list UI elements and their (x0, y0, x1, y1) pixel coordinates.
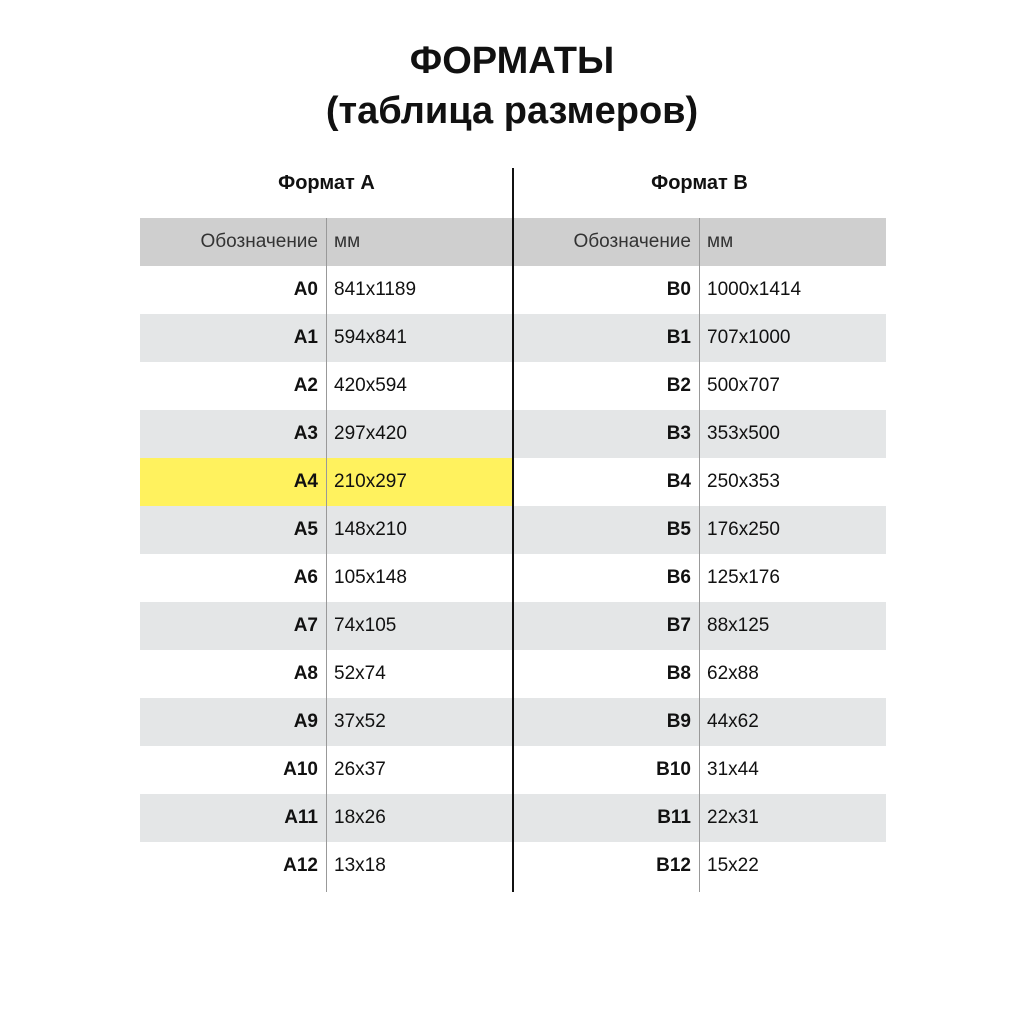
table-row: A8 52x74 (140, 650, 513, 698)
mm-header: мм (707, 231, 734, 252)
table-row: B12 15x22 (513, 842, 886, 890)
format-size: 22x31 (707, 807, 759, 828)
format-designation: A3 (293, 423, 318, 444)
format-size: 841x1189 (334, 279, 417, 300)
format-designation: A9 (293, 711, 318, 732)
format-designation: A2 (293, 375, 318, 396)
format-designation: A10 (283, 759, 318, 780)
format-size: 148x210 (334, 519, 407, 540)
designation-header: Обозначение (200, 231, 318, 252)
format-designation: B10 (656, 759, 691, 780)
format-size: 707x1000 (707, 327, 791, 348)
page-title: ФОРМАТЫ (409, 40, 615, 82)
format-designation: A8 (293, 663, 318, 684)
center-divider (512, 168, 514, 892)
column-separator (699, 218, 700, 892)
format-designation: A4 (293, 471, 318, 492)
table-row: A6 105x148 (140, 554, 513, 602)
format-size: 62x88 (707, 663, 759, 684)
format-size: 1000x1414 (707, 279, 802, 300)
format-size: 88x125 (707, 615, 770, 636)
format-size: 125x176 (707, 567, 780, 588)
format-size: 44x62 (707, 711, 759, 732)
table-row: B0 1000x1414 (513, 266, 886, 314)
format-size: 250x353 (707, 471, 780, 492)
format-size: 31x44 (707, 759, 759, 780)
format-size: 74x105 (334, 615, 397, 636)
format-designation: B7 (666, 615, 691, 636)
format-size: 52x74 (334, 663, 386, 684)
format-size: 105x148 (334, 567, 407, 588)
format-designation: A6 (293, 567, 318, 588)
format-b-heading: Формат В (651, 172, 748, 194)
format-a-table: Обозначение мм A0 841x1189 A1 594x841 A2 420x… (140, 218, 513, 892)
format-size: 594x841 (334, 327, 407, 348)
format-size: 18x26 (334, 807, 386, 828)
format-designation: B4 (666, 471, 691, 492)
format-size: 37x52 (334, 711, 386, 732)
table-row: B2 500x707 (513, 362, 886, 410)
table-row: B10 31x44 (513, 746, 886, 794)
format-designation: B3 (666, 423, 691, 444)
format-designation: B0 (666, 279, 691, 300)
format-size: 13x18 (334, 855, 386, 876)
table-row: B6 125x176 (513, 554, 886, 602)
format-size: 420x594 (334, 375, 407, 396)
format-designation: B5 (666, 519, 691, 540)
format-designation: B9 (666, 711, 691, 732)
format-designation: B2 (666, 375, 691, 396)
format-b-table: Обозначение мм B0 1000x1414 B1 707x1000 B2 50… (513, 218, 886, 892)
table-row: B4 250x353 (513, 458, 886, 506)
format-size: 15x22 (707, 855, 759, 876)
format-designation: B12 (656, 855, 691, 876)
table-row: B8 62x88 (513, 650, 886, 698)
format-designation: B1 (666, 327, 691, 348)
format-size: 353x500 (707, 423, 780, 444)
format-designation: B11 (657, 807, 691, 828)
format-size: 297x420 (334, 423, 407, 444)
format-a-heading: Формат А (278, 172, 375, 194)
format-designation: A0 (293, 279, 318, 300)
table-row: A10 26x37 (140, 746, 513, 794)
column-separator (326, 218, 327, 892)
format-size: 500x707 (707, 375, 780, 396)
format-designation: B6 (666, 567, 691, 588)
page-subtitle: (таблица размеров) (325, 90, 699, 132)
table-row: A0 841x1189 (140, 266, 513, 314)
mm-header: мм (334, 231, 361, 252)
format-designation: B8 (666, 663, 691, 684)
format-designation: A12 (283, 855, 318, 876)
format-designation: A7 (293, 615, 318, 636)
format-size: 210x297 (334, 471, 407, 492)
format-size: 26x37 (334, 759, 386, 780)
format-size: 176x250 (707, 519, 780, 540)
table-row: A12 13x18 (140, 842, 513, 890)
format-designation: A5 (293, 519, 318, 540)
designation-header: Обозначение (573, 231, 691, 252)
format-designation: A11 (284, 807, 318, 828)
format-designation: A1 (293, 327, 318, 348)
table-row: A2 420x594 (140, 362, 513, 410)
